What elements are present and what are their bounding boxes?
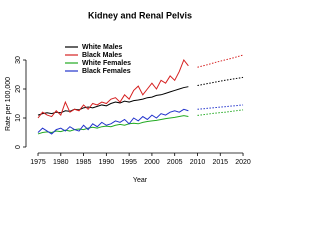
- legend-label: Black Females: [82, 68, 131, 75]
- chart-title: Kidney and Renal Pelvis: [88, 10, 192, 20]
- series-line: [37, 108, 189, 135]
- projection-line: [197, 54, 244, 68]
- x-tick-label: 2005: [167, 159, 183, 166]
- series-line: [37, 115, 189, 135]
- series-line: [37, 59, 189, 119]
- x-tick-label: 2010: [190, 159, 206, 166]
- projection-line: [197, 109, 244, 116]
- y-tick-label: 20: [15, 85, 22, 93]
- legend-label: White Females: [82, 60, 131, 67]
- x-tick-label: 2015: [212, 159, 228, 166]
- legend-label: White Males: [82, 44, 123, 51]
- x-tick-label: 2000: [144, 159, 160, 166]
- x-axis-label: Year: [133, 177, 148, 184]
- x-tick-label: 1995: [121, 159, 137, 166]
- y-tick-label: 0: [15, 145, 22, 149]
- x-tick-label: 1985: [76, 159, 92, 166]
- projection-line: [197, 104, 244, 110]
- x-tick-label: 1975: [30, 159, 46, 166]
- x-tick-label: 2020: [235, 159, 251, 166]
- x-tick-label: 1980: [53, 159, 69, 166]
- y-tick-label: 30: [15, 56, 22, 64]
- projection-line: [197, 76, 244, 87]
- chart: Kidney and Renal Pelvis Year Rate per 10…: [5, 10, 251, 184]
- legend-label: Black Males: [82, 52, 122, 59]
- series-line: [37, 86, 189, 116]
- y-tick-label: 10: [15, 114, 22, 122]
- x-tick-label: 1990: [99, 159, 115, 166]
- y-axis-label: Rate per 100,000: [5, 77, 12, 131]
